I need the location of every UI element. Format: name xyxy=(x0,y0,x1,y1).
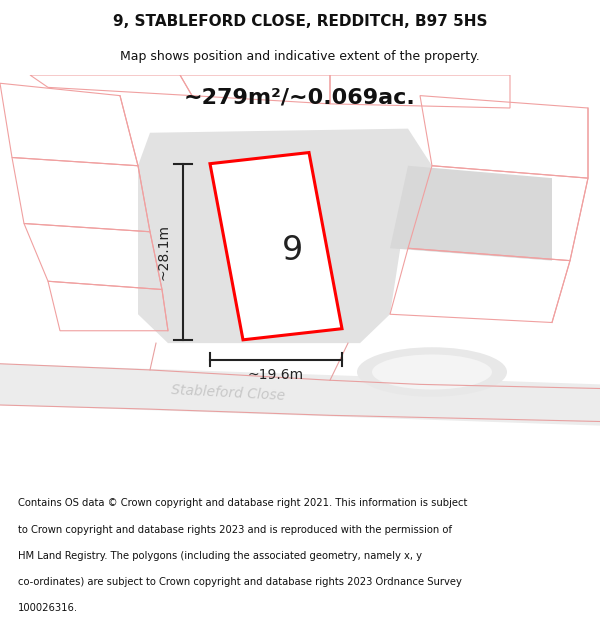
Text: ~279m²/~0.069ac.: ~279m²/~0.069ac. xyxy=(184,88,416,108)
Polygon shape xyxy=(390,166,552,261)
Polygon shape xyxy=(0,364,600,426)
Text: Contains OS data © Crown copyright and database right 2021. This information is : Contains OS data © Crown copyright and d… xyxy=(18,499,467,509)
Polygon shape xyxy=(210,152,342,340)
Text: to Crown copyright and database rights 2023 and is reproduced with the permissio: to Crown copyright and database rights 2… xyxy=(18,524,452,534)
Ellipse shape xyxy=(357,348,507,397)
Text: 100026316.: 100026316. xyxy=(18,603,78,613)
Text: ~28.1m: ~28.1m xyxy=(157,224,171,280)
Polygon shape xyxy=(138,129,432,343)
Text: 9: 9 xyxy=(282,234,304,267)
Ellipse shape xyxy=(372,354,492,389)
Text: co-ordinates) are subject to Crown copyright and database rights 2023 Ordnance S: co-ordinates) are subject to Crown copyr… xyxy=(18,577,462,587)
Text: Stableford Close: Stableford Close xyxy=(171,382,285,402)
Text: Map shows position and indicative extent of the property.: Map shows position and indicative extent… xyxy=(120,50,480,62)
Text: ~19.6m: ~19.6m xyxy=(248,368,304,382)
Text: HM Land Registry. The polygons (including the associated geometry, namely x, y: HM Land Registry. The polygons (includin… xyxy=(18,551,422,561)
Text: 9, STABLEFORD CLOSE, REDDITCH, B97 5HS: 9, STABLEFORD CLOSE, REDDITCH, B97 5HS xyxy=(113,14,487,29)
